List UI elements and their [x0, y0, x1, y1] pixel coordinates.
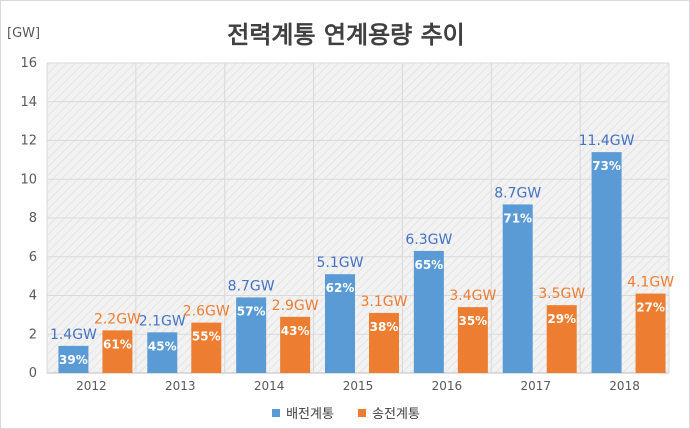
legend-label-transmission: 송전계통	[372, 407, 420, 422]
value-label: 2.6GW	[183, 304, 230, 320]
bar-transmission	[191, 322, 222, 373]
bar-transmission	[635, 293, 666, 373]
percent-label: 71%	[503, 211, 532, 225]
percent-label: 73%	[592, 159, 621, 173]
percent-label: 62%	[326, 281, 355, 295]
percent-label: 35%	[458, 314, 487, 328]
bar-distribution	[236, 297, 267, 373]
legend: 배전계통 송전계통	[1, 403, 690, 422]
y-tick-label: 6	[29, 250, 37, 265]
percent-label: 29%	[547, 312, 576, 326]
y-tick-label: 2	[29, 327, 37, 342]
percent-label: 65%	[414, 258, 443, 272]
value-label: 2.2GW	[94, 311, 141, 327]
x-tick-label: 2018	[609, 379, 640, 393]
y-tick-label: 10	[20, 172, 37, 187]
bar-distribution	[591, 152, 622, 373]
value-label: 2.1GW	[139, 313, 186, 329]
x-tick-label: 2017	[520, 379, 551, 393]
percent-label: 39%	[59, 353, 88, 367]
y-tick-label: 16	[20, 56, 37, 71]
y-tick-label: 14	[20, 95, 37, 110]
chart-title: 전력계통 연계용량 추이	[227, 21, 465, 49]
x-tick-label: 2013	[165, 379, 196, 393]
bar-transmission	[546, 305, 577, 373]
value-label: 3.5GW	[538, 286, 585, 302]
legend-swatch-distribution	[272, 408, 281, 417]
value-label: 8.7GW	[494, 185, 541, 201]
legend-item-transmission: 송전계통	[358, 403, 420, 422]
y-tick-label: 4	[29, 289, 37, 304]
legend-item-distribution: 배전계통	[272, 403, 334, 422]
legend-label-distribution: 배전계통	[286, 407, 334, 422]
bar-transmission	[369, 312, 399, 373]
value-label: 1.4GW	[50, 327, 97, 343]
value-label: 3.4GW	[449, 288, 496, 304]
x-tick-label: 2015	[343, 379, 374, 393]
value-label: 2.9GW	[272, 298, 319, 314]
y-tick-label: 0	[29, 366, 37, 381]
value-label: 8.7GW	[228, 278, 275, 294]
bar-distribution	[413, 250, 444, 373]
percent-label: 57%	[237, 304, 266, 318]
bar-transmission	[457, 307, 488, 373]
percent-label: 45%	[148, 339, 177, 353]
bar-distribution	[502, 204, 533, 373]
percent-label: 38%	[370, 320, 399, 334]
value-label: 5.1GW	[317, 255, 364, 271]
value-label: 4.1GW	[627, 275, 674, 291]
legend-swatch-transmission	[358, 408, 367, 417]
bar-distribution	[147, 332, 178, 373]
percent-label: 27%	[636, 301, 665, 315]
percent-label: 43%	[281, 324, 310, 338]
bar-distribution	[58, 345, 89, 373]
x-tick-label: 2012	[76, 379, 107, 393]
percent-label: 55%	[192, 330, 221, 344]
value-label: 6.3GW	[405, 232, 452, 248]
x-tick-label: 2016	[432, 379, 463, 393]
x-tick-label: 2014	[254, 379, 285, 393]
percent-label: 61%	[103, 337, 132, 351]
bar-transmission	[102, 330, 133, 373]
bar-distribution	[325, 274, 355, 373]
bar-chart: 0 2 4 6 8 10 12 14 16 2012 2013 2014 2015 2016 2017 20…	[20, 56, 674, 393]
y-axis-unit: [GW]	[7, 26, 41, 41]
bar-transmission	[280, 316, 311, 373]
value-label: 3.1GW	[361, 294, 408, 310]
y-tick-label: 8	[29, 211, 37, 226]
y-tick-label: 12	[20, 134, 37, 149]
value-label: 11.4GW	[579, 133, 635, 149]
